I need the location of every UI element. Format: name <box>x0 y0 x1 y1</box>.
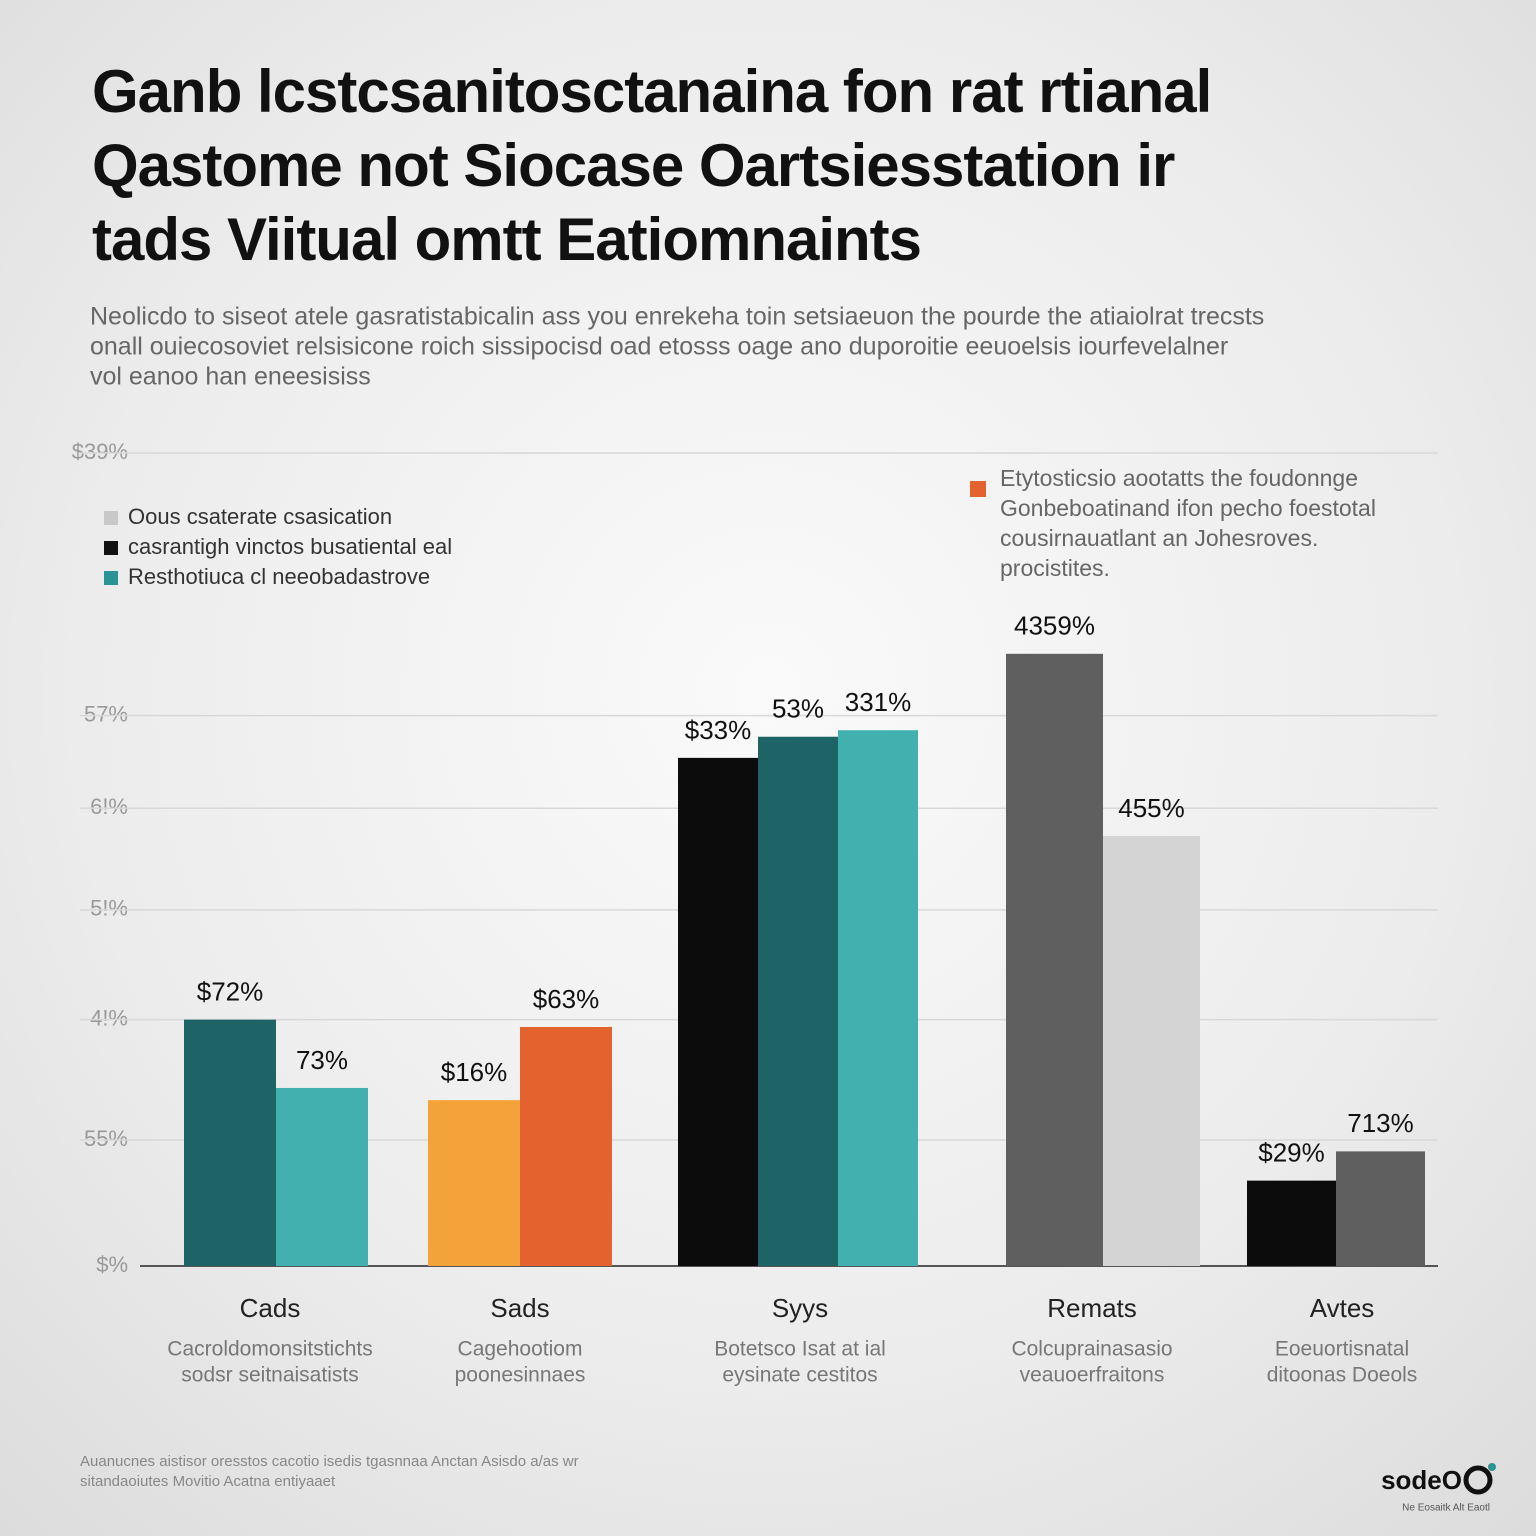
bar <box>276 1087 368 1266</box>
category-label: Syys <box>772 1293 828 1323</box>
y-tick-label: $% <box>96 1252 128 1277</box>
bar <box>838 730 918 1266</box>
bar <box>184 1019 276 1266</box>
title-line: tads Viitual omtt Eatiomnaints <box>92 206 921 273</box>
value-label: $33% <box>685 715 752 745</box>
bar <box>520 1026 612 1266</box>
value-label: 4359% <box>1014 611 1095 641</box>
value-label: $63% <box>533 984 600 1014</box>
category-sublabel: sodsr seitnaisatists <box>181 1364 358 1387</box>
bar <box>1247 1180 1336 1266</box>
category-label: Cads <box>240 1293 301 1323</box>
annotation-line: Gonbeboatinand ifon pecho foestotal <box>1000 495 1376 521</box>
logo-tagline: Ne Eosaitk Alt Eaotl <box>1402 1503 1490 1514</box>
bar <box>758 736 838 1266</box>
value-label: 73% <box>296 1045 348 1075</box>
category-label: Sads <box>490 1293 549 1323</box>
category-sublabel: Colcuprainasasio <box>1011 1338 1172 1361</box>
category-sublabel: Botetsco Isat at ial <box>714 1338 886 1361</box>
footnote-line: sitandaoiutes Movitio Acatna entiyaaet <box>80 1473 336 1490</box>
annotation-line: procistites. <box>1000 555 1110 581</box>
bar <box>678 757 758 1266</box>
category-sublabel: Eoeuortisnatal <box>1275 1338 1409 1361</box>
y-tick-label: 55% <box>84 1126 128 1151</box>
annotation-line: cousirnauatlant an Johesroves. <box>1000 525 1318 551</box>
category-sublabel: Cacroldomonsitstichts <box>167 1338 372 1361</box>
footnote-line: Auanucnes aistisor oresstos cacotio ised… <box>80 1453 579 1470</box>
logo-name: sodeO <box>1381 1465 1462 1495</box>
bar <box>1336 1151 1425 1266</box>
legend-label: Oous csaterate csasication <box>128 504 392 529</box>
legend-swatch <box>104 511 118 525</box>
logo-icon <box>1463 1465 1493 1495</box>
category-sublabel: eysinate cestitos <box>722 1364 877 1387</box>
legend-swatch <box>104 541 118 555</box>
legend-label: casrantigh vinctos busatiental eal <box>128 534 452 559</box>
value-label: 713% <box>1347 1108 1414 1138</box>
value-label: 455% <box>1118 793 1185 823</box>
bar <box>1103 835 1200 1266</box>
value-label: $16% <box>441 1057 508 1087</box>
y-tick-label: 5!% <box>90 896 128 921</box>
value-label: 331% <box>845 687 912 717</box>
category-sublabel: veauoerfraitons <box>1020 1364 1165 1387</box>
y-tick-label: 6!% <box>90 794 128 819</box>
annotation-swatch <box>970 481 986 497</box>
title-line: Ganb lcstcsanitosctanaina fon rat rtiana… <box>92 58 1211 125</box>
value-label: 53% <box>772 694 824 724</box>
legend-swatch <box>104 571 118 585</box>
y-tick-label: $39% <box>72 439 128 464</box>
category-sublabel: Cagehootiom <box>458 1338 583 1361</box>
legend-label: Resthotiuca cl neeobadastrove <box>128 564 430 589</box>
category-label: Remats <box>1047 1293 1137 1323</box>
subtitle-line: Neolicdo to siseot atele gasratistabical… <box>90 303 1264 331</box>
y-tick-label: 4!% <box>90 1005 128 1030</box>
category-label: Avtes <box>1310 1293 1375 1323</box>
category-sublabel: poonesinnaes <box>455 1364 586 1387</box>
bar <box>1006 653 1103 1266</box>
value-label: $29% <box>1258 1138 1325 1168</box>
value-label: $72% <box>197 977 264 1007</box>
annotation-line: Etytosticsio aootatts the foudonnge <box>1000 465 1358 491</box>
category-sublabel: ditoonas Doeols <box>1267 1364 1418 1387</box>
title-line: Qastome not Siocase Oartsiesstation ir <box>92 132 1175 199</box>
y-tick-label: 57% <box>84 701 128 726</box>
subtitle-line: vol eanoo han eneesisiss <box>90 363 371 391</box>
logo-dot <box>1488 1463 1496 1471</box>
subtitle-line: onall ouiecosoviet relsisicone roich sis… <box>90 333 1228 361</box>
bar <box>428 1100 520 1266</box>
